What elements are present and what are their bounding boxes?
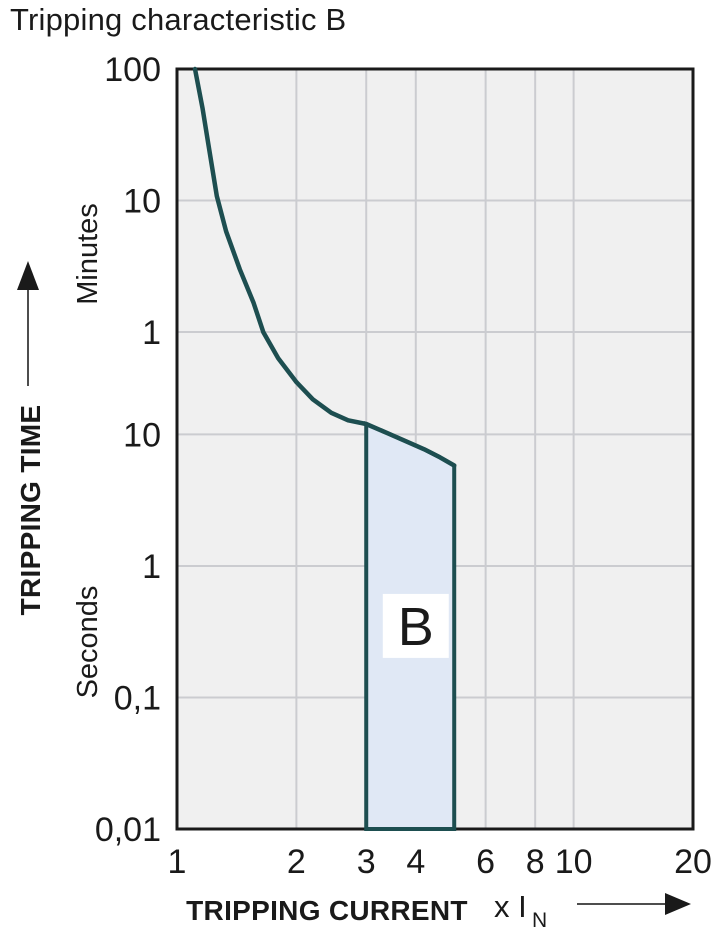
y-tick-label: 1 [142, 314, 161, 352]
x-tick-label: 4 [406, 843, 425, 881]
y-tick-label: 0,01 [95, 811, 161, 849]
x-axis-multiplier-label: x I [494, 889, 527, 924]
series-layer: B [192, 66, 457, 831]
y-unit-seconds-label: Seconds [72, 586, 104, 699]
x-axis-caption: TRIPPING CURRENT [186, 895, 468, 926]
x-tick-label: 8 [526, 843, 545, 881]
x-tick-label: 1 [168, 843, 187, 881]
y-tick-label: 10 [123, 183, 161, 221]
trip-curve [192, 66, 457, 468]
y-axis-arrow-up-icon [17, 261, 39, 290]
page-title: Tripping characteristic B [10, 2, 347, 37]
x-tick-label: 10 [555, 843, 593, 881]
x-tick-label: 2 [287, 843, 306, 881]
x-axis-arrow-right-icon [665, 893, 691, 915]
x-tick-label: 6 [476, 843, 495, 881]
x-tick-label: 20 [674, 843, 712, 881]
band-label: B [398, 597, 434, 657]
y-axis-caption: TRIPPING TIME [15, 405, 46, 616]
x-axis-multiplier-subscript: N [532, 909, 547, 932]
y-tick-label: 1 [142, 548, 161, 586]
y-tick-label: 10 [123, 416, 161, 454]
y-tick-label: 100 [104, 51, 161, 89]
band-label-box [382, 593, 449, 658]
y-tick-label: 0,1 [114, 679, 161, 717]
y-unit-minutes-label: Minutes [72, 203, 104, 305]
x-tick-label: 3 [357, 843, 376, 881]
